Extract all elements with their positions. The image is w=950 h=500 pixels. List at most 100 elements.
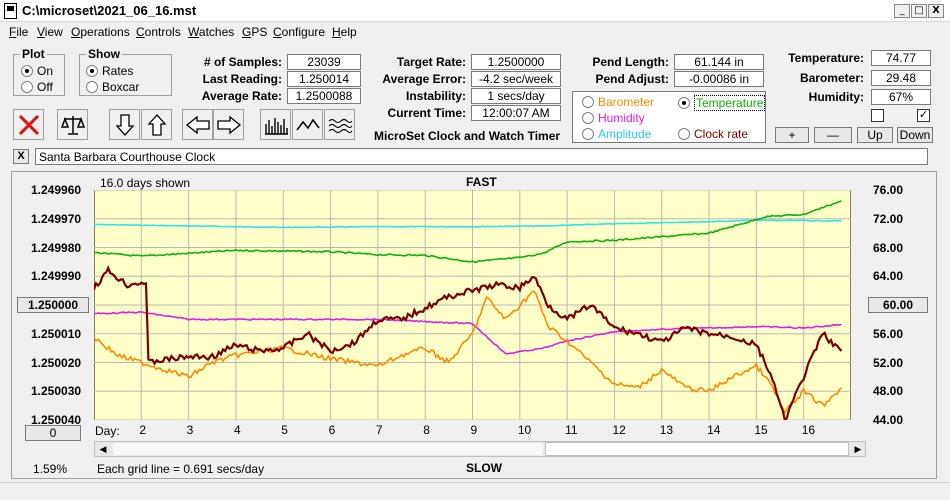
wave-button[interactable] bbox=[292, 109, 323, 140]
status-divider bbox=[0, 482, 950, 483]
last-reading-label: Last Reading: bbox=[202, 72, 282, 86]
average-rate-label: Average Rate: bbox=[201, 89, 282, 103]
humidity-radio[interactable]: Humidity bbox=[582, 111, 645, 125]
minimize-button[interactable]: _ bbox=[894, 4, 910, 18]
target-rate-label: Target Rate: bbox=[396, 55, 466, 69]
x-tick-label: 3 bbox=[186, 423, 194, 437]
menu-gps[interactable]: GPS bbox=[242, 25, 268, 39]
target-rate-field[interactable]: 1.2500000 bbox=[471, 54, 561, 70]
radio-dot[interactable] bbox=[86, 81, 98, 93]
arrow-up-button[interactable] bbox=[141, 109, 172, 140]
minus-button[interactable]: — bbox=[814, 127, 852, 143]
radio-dot[interactable] bbox=[678, 97, 690, 109]
histogram-button[interactable] bbox=[260, 109, 291, 140]
y-right-tick-label: 44.00 bbox=[873, 413, 904, 427]
radio-dot[interactable] bbox=[678, 128, 690, 140]
menu-view[interactable]: View bbox=[37, 25, 63, 39]
balance-button[interactable] bbox=[57, 109, 88, 140]
x-icon bbox=[18, 114, 39, 135]
left-bottom-button[interactable]: 0 bbox=[25, 425, 81, 441]
y-right-tick-label: 52.00 bbox=[873, 355, 904, 370]
plot-on-label: On bbox=[37, 64, 54, 78]
show-group-title: Show bbox=[86, 47, 122, 61]
plot-group: Plot On Off bbox=[13, 47, 65, 96]
menu-operations[interactable]: Operations bbox=[71, 25, 130, 39]
horizontal-scrollbar[interactable]: ◀ ▶ bbox=[94, 441, 866, 457]
right-checkbox[interactable]: ✓ bbox=[917, 109, 930, 122]
fast-label: FAST bbox=[466, 175, 497, 189]
arrow-down-button[interactable] bbox=[109, 109, 140, 140]
maximize-button[interactable]: □ bbox=[911, 4, 927, 18]
close-button[interactable]: X bbox=[928, 4, 944, 18]
scroll-left-icon[interactable]: ◀ bbox=[99, 444, 107, 454]
app-name: MicroSet Clock and Watch Timer bbox=[374, 129, 561, 143]
radio-dot[interactable] bbox=[582, 96, 594, 108]
x-tick-label: 2 bbox=[139, 423, 146, 437]
histogram-icon bbox=[264, 117, 288, 135]
show-boxcar-radio[interactable]: Boxcar bbox=[86, 80, 139, 94]
y-right-tick-label: 56.00 bbox=[873, 326, 904, 341]
window-title: C:\microset\2021_06_16.mst bbox=[22, 3, 197, 18]
barometer-field: 29.48 bbox=[871, 70, 931, 86]
average-rate-field: 1.2500088 bbox=[287, 88, 361, 104]
show-rates-radio[interactable]: Rates bbox=[86, 64, 133, 78]
plot-on-radio[interactable]: On bbox=[21, 64, 53, 78]
arrow-right-button[interactable] bbox=[213, 109, 244, 140]
temperature-radio[interactable]: Temperature bbox=[678, 95, 766, 111]
barometer-radio[interactable]: Barometer bbox=[582, 95, 654, 109]
samples-field: 23039 bbox=[287, 54, 361, 70]
left-checkbox[interactable] bbox=[871, 109, 884, 122]
pend-adjust-field: -0.00086 in bbox=[674, 71, 764, 87]
x-tick-label: 6 bbox=[328, 423, 336, 437]
y-left-tick-label: 1.249960 bbox=[31, 183, 82, 197]
humidity-label: Humidity: bbox=[808, 90, 864, 104]
arrow-left-button[interactable] bbox=[182, 109, 213, 140]
pend-length-field[interactable]: 61.144 in bbox=[674, 54, 764, 70]
watch-name-field[interactable]: Santa Barbara Courthouse Clock bbox=[35, 148, 928, 165]
menu-file[interactable]: File bbox=[9, 25, 29, 39]
menu-help[interactable]: Help bbox=[332, 25, 357, 39]
amplitude-series-line bbox=[94, 219, 842, 229]
sensor-select-box: Barometer Temperature Humidity Amplitude… bbox=[572, 91, 766, 143]
amplitude-option-label: Amplitude bbox=[598, 127, 652, 141]
scroll-right-icon[interactable]: ▶ bbox=[854, 444, 862, 454]
y-left-tick-label: 1.250010 bbox=[31, 326, 82, 341]
clear-watch-button[interactable]: X bbox=[13, 149, 29, 164]
noise-icon bbox=[328, 118, 352, 133]
humidity-field: 67% bbox=[871, 89, 931, 105]
humidity-option-label: Humidity bbox=[598, 111, 645, 125]
stop-button[interactable] bbox=[13, 109, 44, 140]
amplitude-radio[interactable]: Amplitude bbox=[582, 127, 651, 141]
samples-label: # of Samples: bbox=[203, 55, 282, 69]
radio-dot[interactable] bbox=[21, 81, 33, 93]
average-error-field: -4.2 sec/week bbox=[471, 71, 561, 87]
barometer-series-line bbox=[94, 290, 843, 415]
scroll-thumb[interactable] bbox=[545, 442, 849, 456]
radio-dot[interactable] bbox=[86, 65, 98, 77]
percent-label: 1.59% bbox=[33, 462, 68, 476]
radio-dot[interactable] bbox=[582, 128, 594, 140]
left-center-button[interactable]: 1.250000 bbox=[17, 297, 89, 313]
radio-dot[interactable] bbox=[582, 112, 594, 124]
temperature-series-line bbox=[94, 200, 842, 264]
plot-off-radio[interactable]: Off bbox=[21, 80, 53, 94]
menu-controls[interactable]: Controls bbox=[136, 25, 181, 39]
right-center-button[interactable]: 60.00 bbox=[868, 297, 928, 313]
pend-length-label: Pend Length: bbox=[592, 55, 669, 69]
x-tick-label: 15 bbox=[754, 423, 768, 437]
down-button[interactable]: Down bbox=[897, 127, 933, 143]
up-button[interactable]: Up bbox=[857, 127, 893, 143]
menu-configure[interactable]: Configure bbox=[273, 25, 326, 39]
y-right-tick-label: 64.00 bbox=[873, 269, 904, 284]
title-bar: C:\microset\2021_06_16.mst _ □ X bbox=[0, 0, 950, 22]
app-icon[interactable] bbox=[4, 3, 17, 19]
x-tick-label: 5 bbox=[281, 423, 288, 437]
noise-button[interactable] bbox=[324, 109, 355, 140]
clock-rate-radio[interactable]: Clock rate bbox=[678, 127, 748, 141]
scroll-track-left[interactable] bbox=[113, 443, 543, 455]
days-shown-label: 16.0 days shown bbox=[100, 176, 191, 190]
plus-button[interactable]: + bbox=[775, 127, 809, 143]
radio-dot[interactable] bbox=[21, 65, 33, 77]
menu-watches[interactable]: Watches bbox=[188, 25, 235, 39]
humidity-series-line bbox=[94, 310, 842, 355]
